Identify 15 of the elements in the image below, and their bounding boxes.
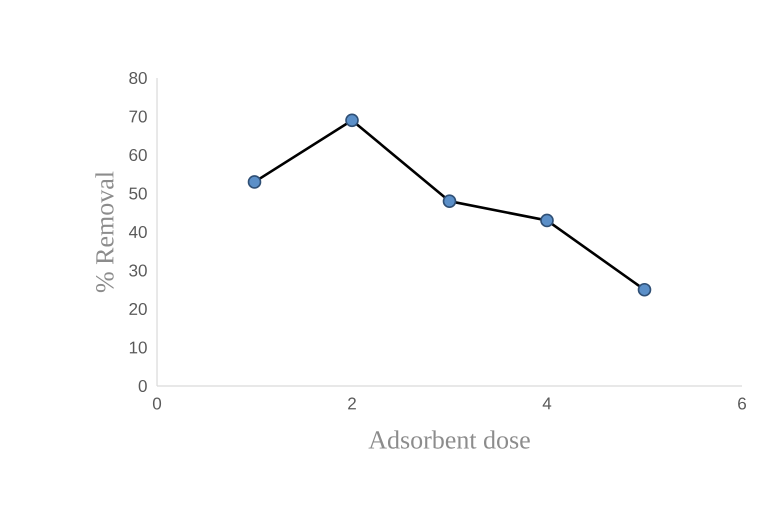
x-tick-label: 4 xyxy=(542,398,552,410)
y-tick-label: 20 xyxy=(129,302,147,316)
y-tick-label: 30 xyxy=(129,264,147,277)
y-tick-label: 70 xyxy=(129,110,147,123)
x-tick-label: 6 xyxy=(738,398,746,410)
y-tick-label: 10 xyxy=(130,341,147,354)
x-tick-label: 0 xyxy=(152,398,162,410)
y-tick-label: 0 xyxy=(138,380,147,392)
y-tick-label: 40 xyxy=(128,226,147,238)
x-tick-label: 2 xyxy=(348,398,356,410)
x-axis-title: Adsorbent dose xyxy=(368,430,530,449)
y-tick-label: 50 xyxy=(129,187,147,200)
y-axis-title: % Removal xyxy=(95,172,114,292)
y-tick-label: 60 xyxy=(129,148,147,162)
y-tick-label: 80 xyxy=(129,72,147,84)
